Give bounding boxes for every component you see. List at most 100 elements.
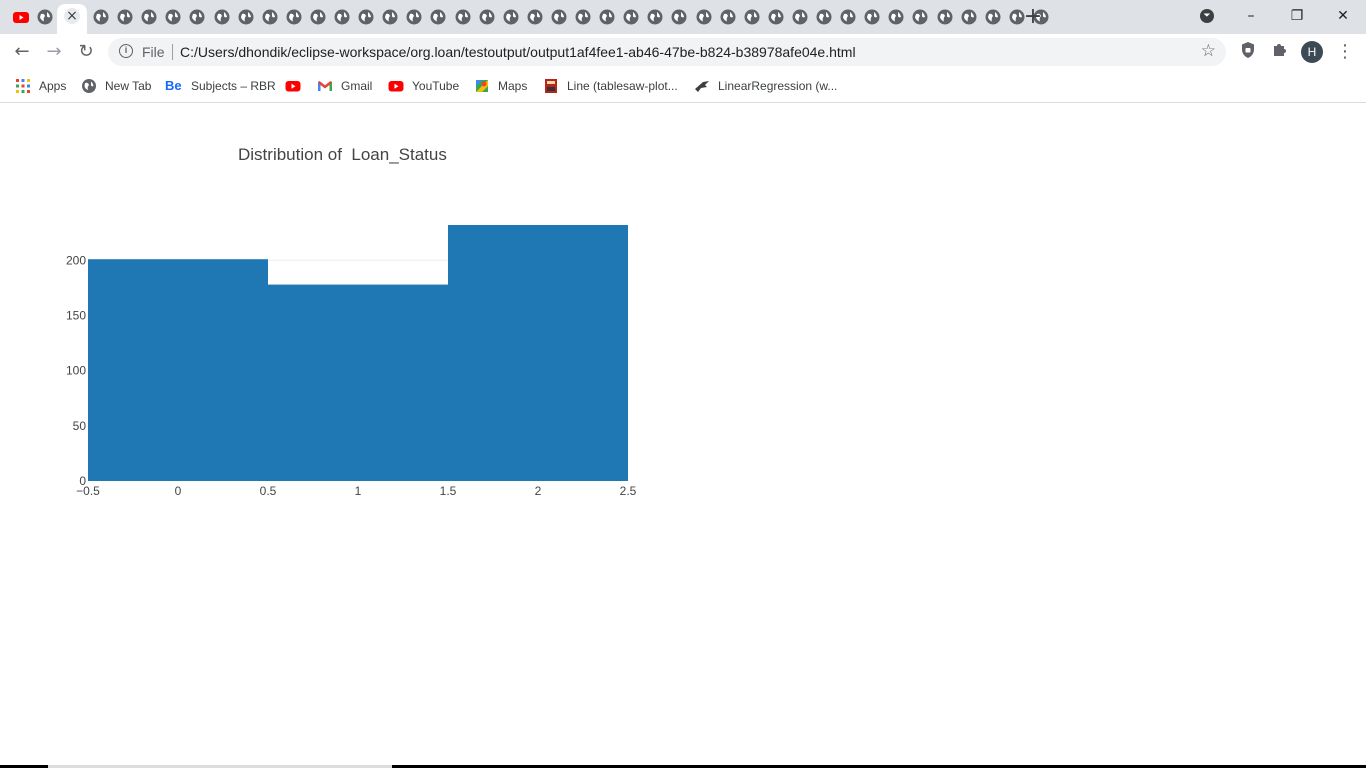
apps-grid-icon xyxy=(15,78,31,94)
globe-icon[interactable] xyxy=(213,8,231,26)
globe-icon[interactable] xyxy=(1032,8,1050,26)
bookmark-new-tab[interactable]: New Tab xyxy=(81,76,151,96)
globe-icon[interactable] xyxy=(140,8,158,26)
youtube-icon xyxy=(388,78,404,94)
address-bar[interactable]: i File C:/Users/dhondik/eclipse-workspac… xyxy=(108,38,1226,66)
bookmark-label: Subjects – RBR xyxy=(191,79,276,93)
x-tick-label: −0.5 xyxy=(76,484,100,498)
taskbar-edge xyxy=(0,765,1366,768)
globe-icon[interactable] xyxy=(815,8,833,26)
globe-icon[interactable] xyxy=(695,8,713,26)
bookmark-star-icon[interactable]: ☆ xyxy=(1200,41,1216,61)
globe-icon xyxy=(81,78,97,94)
bird-icon xyxy=(694,78,710,94)
globe-icon[interactable] xyxy=(911,8,929,26)
x-tick-label: 1 xyxy=(355,484,362,498)
browser-toolbar: ← → ↻ i File C:/Users/dhondik/eclipse-wo… xyxy=(0,34,1366,70)
shield-icon[interactable] xyxy=(1237,41,1259,63)
bookmark-line-tablesaw[interactable]: Line (tablesaw-plot... xyxy=(543,76,678,96)
bookmark-label: New Tab xyxy=(105,79,152,93)
globe-icon[interactable] xyxy=(36,8,54,26)
y-tick-label: 200 xyxy=(66,253,86,267)
globe-icon[interactable] xyxy=(550,8,568,26)
bookmark-maps[interactable]: Maps xyxy=(474,76,527,96)
globe-icon[interactable] xyxy=(646,8,664,26)
globe-icon[interactable] xyxy=(188,8,206,26)
bookmark-label: Gmail xyxy=(341,79,373,93)
globe-icon[interactable] xyxy=(381,8,399,26)
globe-icon[interactable] xyxy=(92,8,110,26)
globe-icon[interactable] xyxy=(719,8,737,26)
new-tab-button[interactable]: + xyxy=(1023,4,1043,29)
back-button[interactable]: ← xyxy=(14,41,30,62)
address-separator xyxy=(172,44,173,60)
x-tick-label: 2.5 xyxy=(620,484,637,498)
menu-icon[interactable]: ⋮ xyxy=(1336,41,1354,62)
puzzle-icon[interactable] xyxy=(1269,41,1291,63)
info-icon[interactable]: i xyxy=(119,44,133,58)
globe-icon[interactable] xyxy=(285,8,303,26)
globe-icon[interactable] xyxy=(622,8,640,26)
x-tick-label: 1.5 xyxy=(440,484,457,498)
globe-icon[interactable] xyxy=(598,8,616,26)
active-tab[interactable]: × xyxy=(57,4,87,34)
close-window-button[interactable]: ✕ xyxy=(1337,8,1349,24)
globe-icon[interactable] xyxy=(984,8,1002,26)
globe-icon[interactable] xyxy=(357,8,375,26)
bookmark-youtube[interactable]: YouTube xyxy=(388,76,459,96)
globe-icon[interactable] xyxy=(743,8,761,26)
globe-icon[interactable] xyxy=(502,8,520,26)
youtube-icon xyxy=(285,78,301,94)
bookmark-label: YouTube xyxy=(412,79,460,93)
globe-icon[interactable] xyxy=(526,8,544,26)
globe-icon[interactable] xyxy=(767,8,785,26)
globe-icon[interactable] xyxy=(164,8,182,26)
globe-icon[interactable] xyxy=(1008,8,1026,26)
histogram-bar xyxy=(88,259,268,481)
behance-icon: Be xyxy=(165,77,182,93)
histogram-bar xyxy=(268,284,448,481)
globe-icon[interactable] xyxy=(863,8,881,26)
globe-icon[interactable] xyxy=(839,8,857,26)
globe-icon[interactable] xyxy=(960,8,978,26)
chart-title: Distribution of Loan_Status xyxy=(238,145,447,164)
globe-icon[interactable] xyxy=(309,8,327,26)
page-content: Distribution of Loan_Status 0 50 100 150 200… xyxy=(0,103,1366,768)
globe-icon[interactable] xyxy=(454,8,472,26)
bookmarks-bar: Apps New Tab Be Subjects – RBR Gmail YouT… xyxy=(0,70,1366,103)
forward-button[interactable]: → xyxy=(46,41,62,62)
globe-icon[interactable] xyxy=(333,8,351,26)
gmail-icon xyxy=(317,78,333,94)
globe-icon[interactable] xyxy=(429,8,447,26)
profile-menu-button[interactable]: ⏷ xyxy=(1184,2,1230,30)
globe-icon[interactable] xyxy=(116,8,134,26)
globe-icon[interactable] xyxy=(405,8,423,26)
tab-strip: × + ⏷ – ❐ ✕ xyxy=(0,0,1366,34)
youtube-icon[interactable] xyxy=(12,8,30,26)
y-tick-label: 0 xyxy=(79,474,86,488)
globe-icon[interactable] xyxy=(936,8,954,26)
bookmark-apps[interactable]: Apps xyxy=(15,76,66,96)
globe-icon[interactable] xyxy=(887,8,905,26)
histogram-bar xyxy=(448,225,628,481)
avatar[interactable]: H xyxy=(1301,41,1323,63)
minimize-button[interactable]: – xyxy=(1247,8,1255,24)
bookmark-subjects-rbr[interactable]: Be Subjects – RBR xyxy=(165,76,276,96)
bookmark-label: Line (tablesaw-plot... xyxy=(567,79,678,93)
x-tick-label: 2 xyxy=(535,484,542,498)
globe-icon[interactable] xyxy=(670,8,688,26)
globe-icon[interactable] xyxy=(237,8,255,26)
globe-icon[interactable] xyxy=(791,8,809,26)
y-tick-label: 100 xyxy=(66,364,86,378)
bookmark-linear-regression[interactable]: LinearRegression (w... xyxy=(694,76,837,96)
url-text[interactable]: C:/Users/dhondik/eclipse-workspace/org.l… xyxy=(180,44,856,60)
globe-icon[interactable] xyxy=(574,8,592,26)
bookmark-gmail[interactable]: Gmail xyxy=(317,76,372,96)
close-tab-icon[interactable]: × xyxy=(64,8,80,24)
bookmark-youtube-unlabeled[interactable] xyxy=(285,76,309,96)
restore-button[interactable]: ❐ xyxy=(1290,8,1304,24)
globe-icon[interactable] xyxy=(261,8,279,26)
globe-icon[interactable] xyxy=(478,8,496,26)
reload-button[interactable]: ↻ xyxy=(78,41,94,62)
